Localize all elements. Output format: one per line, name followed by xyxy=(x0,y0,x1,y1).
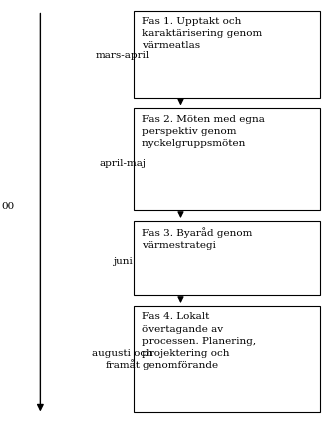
Text: Fas 4. Lokalt
övertagande av
processen. Planering,
projektering och
genomförande: Fas 4. Lokalt övertagande av processen. … xyxy=(142,312,256,370)
Bar xyxy=(134,11,320,98)
Text: 00: 00 xyxy=(2,201,15,211)
Bar xyxy=(134,108,320,210)
Text: Fas 2. Möten med egna
perspektiv genom
nyckelgruppsmöten: Fas 2. Möten med egna perspektiv genom n… xyxy=(142,115,265,148)
Text: augusti och
framåt: augusti och framåt xyxy=(92,349,153,369)
Bar xyxy=(134,221,320,295)
Text: april-maj: april-maj xyxy=(99,159,146,168)
Text: mars-april: mars-april xyxy=(96,51,150,60)
Text: juni: juni xyxy=(113,257,133,266)
Text: Fas 1. Upptakt och
karaktärisering genom
värmeatlas: Fas 1. Upptakt och karaktärisering genom… xyxy=(142,17,262,50)
Bar xyxy=(134,306,320,412)
Text: Fas 3. Byaråd genom
värmestrategi: Fas 3. Byaråd genom värmestrategi xyxy=(142,227,253,250)
